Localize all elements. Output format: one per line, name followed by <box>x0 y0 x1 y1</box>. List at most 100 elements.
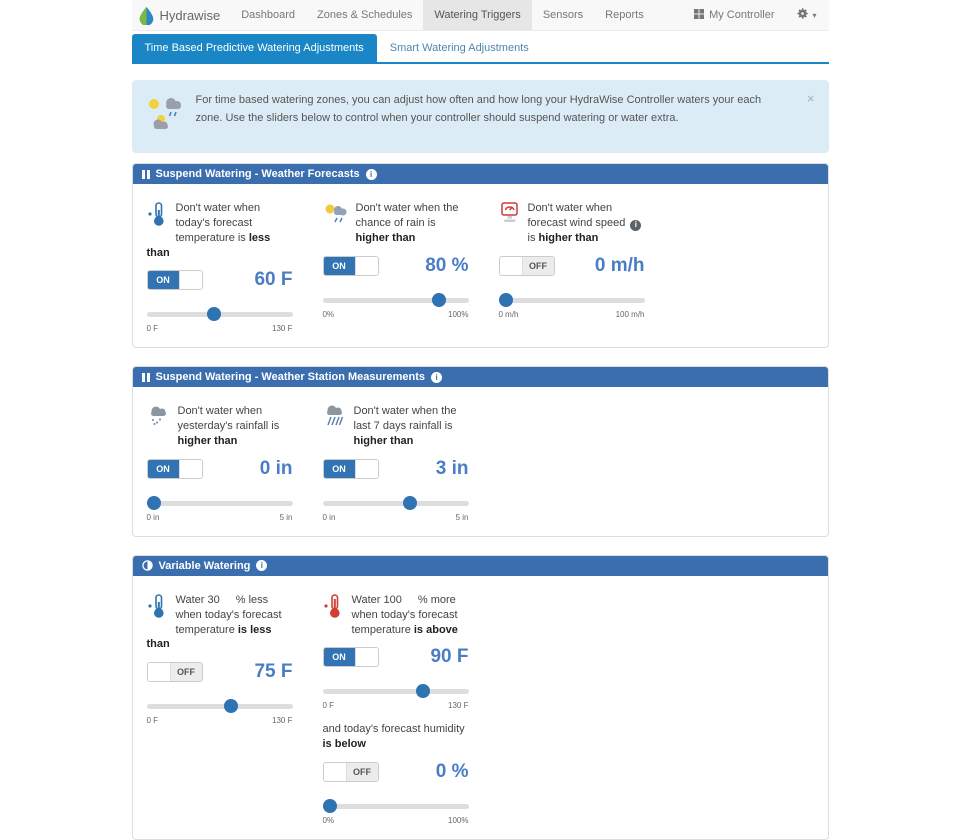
close-icon[interactable]: × <box>806 91 815 106</box>
value-slider[interactable] <box>146 495 293 510</box>
trigger-card: Don't water when today's forecast temper… <box>146 201 293 333</box>
slider-handle[interactable] <box>224 699 239 714</box>
toggle-value-row: ON 80 % <box>322 255 469 277</box>
slider-min-label: 0 F <box>146 324 159 334</box>
slider-max-label: 130 F <box>272 324 293 334</box>
desc-text-bold: less than <box>146 231 271 259</box>
trigger-column: Water 30% less when today's forecast tem… <box>146 593 293 826</box>
tab-smart-watering-adjustments[interactable]: Smart Watering Adjustments <box>389 42 529 54</box>
slider-block: 0 F 130 F <box>146 307 293 333</box>
slider-handle[interactable] <box>498 292 513 307</box>
slider-handle[interactable] <box>206 307 221 322</box>
info-icon[interactable]: i <box>256 560 268 572</box>
info-icon[interactable]: i <box>630 219 642 231</box>
trigger-card: Water 30% less when today's forecast tem… <box>146 593 293 726</box>
half-circle-icon <box>141 560 153 572</box>
slider-min-label: 0 m/h <box>498 309 519 319</box>
value-slider[interactable] <box>146 307 293 322</box>
trigger-value: 90 F <box>430 646 469 668</box>
slider-block: 0 F 130 F <box>146 699 293 726</box>
settings-menu-button[interactable]: ▾ <box>784 7 828 23</box>
slider-block: 0 in 5 in <box>322 495 469 522</box>
slider-min-label: 0% <box>322 816 335 826</box>
value-slider[interactable] <box>146 699 293 714</box>
on-off-toggle[interactable]: ON <box>322 647 379 668</box>
slider-handle[interactable] <box>432 292 447 307</box>
toggle-value-row: ON 0 in <box>146 457 293 480</box>
toggle-value-row: ON 90 F <box>322 646 469 668</box>
slider-block: 0% 100% <box>322 292 469 319</box>
gears-icon <box>796 7 809 23</box>
trigger-description: Water 30% less when today's forecast tem… <box>147 593 293 652</box>
slider-max-label: 130 F <box>272 716 293 726</box>
value-slider[interactable] <box>322 799 469 814</box>
trigger-value: 0 in <box>259 457 293 479</box>
toggle-knob <box>147 663 171 682</box>
on-off-toggle[interactable]: OFF <box>322 762 379 783</box>
nav-item-watering-triggers[interactable]: Watering Triggers <box>423 0 532 30</box>
cloud-rain-icon <box>323 404 347 432</box>
on-off-toggle[interactable]: ON <box>322 458 379 479</box>
on-off-toggle[interactable]: ON <box>146 270 203 291</box>
slider-track[interactable] <box>322 804 469 810</box>
slider-handle[interactable] <box>416 684 431 699</box>
slider-labels: 0 in 5 in <box>323 513 469 522</box>
brand-link[interactable]: Hydrawise <box>132 6 231 25</box>
trigger-value: 3 in <box>435 457 469 479</box>
trigger-value: 75 F <box>254 661 293 683</box>
trigger-description: Don't water when the last 7 days rainfal… <box>323 404 469 449</box>
trigger-card: and today's forecast humidity is below OF… <box>322 722 469 826</box>
trigger-card: Don't water when yesterday's rainfall is… <box>146 404 293 522</box>
on-off-toggle[interactable]: OFF <box>146 662 203 683</box>
nav-item-dashboard[interactable]: Dashboard <box>241 9 296 21</box>
on-off-toggle[interactable]: ON <box>146 458 203 479</box>
nav-item-sensors[interactable]: Sensors <box>542 9 584 21</box>
slider-handle[interactable] <box>146 495 161 510</box>
slider-track[interactable] <box>498 297 645 303</box>
desc-text: Don't water when the chance of rain is <box>355 202 459 229</box>
toggle-knob <box>178 271 202 290</box>
desc-text: Don't water when the last 7 days rainfal… <box>353 405 457 433</box>
toggle-state-label: ON <box>323 256 355 275</box>
desc-inline-value: 100 <box>383 593 402 606</box>
slider-labels: 0 F 130 F <box>147 324 293 333</box>
slider-track[interactable] <box>322 500 469 506</box>
slider-max-label: 130 F <box>448 701 469 711</box>
toggle-value-row: OFF 0 m/h <box>498 255 645 277</box>
value-slider[interactable] <box>322 684 469 699</box>
on-off-toggle[interactable]: ON <box>322 255 379 276</box>
desc-text: Don't water when today's forecast temper… <box>175 202 261 244</box>
panel-header: Variable Watering i <box>132 555 828 576</box>
value-slider[interactable] <box>498 292 645 307</box>
slider-max-label: 5 in <box>455 512 469 522</box>
slider-track[interactable] <box>146 500 293 506</box>
toggle-state-label: ON <box>323 648 355 667</box>
slider-handle[interactable] <box>403 495 418 510</box>
slider-labels: 0 in 5 in <box>147 513 293 522</box>
panel-header: Suspend Watering - Weather Forecasts i <box>132 164 828 184</box>
on-off-toggle[interactable]: OFF <box>498 255 555 276</box>
info-banner: For time based watering zones, you can a… <box>131 80 829 153</box>
desc-inline-value: 30 <box>207 593 220 606</box>
thermometer-cold-icon <box>147 593 169 624</box>
panel-suspend-watering-weather-forecasts: Suspend Watering - Weather Forecasts i Don… <box>131 163 829 349</box>
panel-title: Suspend Watering - Weather Forecasts <box>155 168 360 180</box>
slider-min-label: 0 F <box>146 716 159 726</box>
nav-item-zones-schedules[interactable]: Zones & Schedules <box>317 9 413 21</box>
pause-icon <box>141 169 150 179</box>
trigger-value: 0 % <box>435 761 469 783</box>
my-controller-button[interactable]: My Controller <box>684 8 784 22</box>
info-icon[interactable]: i <box>365 168 377 180</box>
desc-text: Don't water when yesterday's rainfall is <box>177 405 280 433</box>
controller-label: My Controller <box>709 9 775 21</box>
value-slider[interactable] <box>322 292 469 307</box>
slider-handle[interactable] <box>322 799 337 814</box>
slider-track[interactable] <box>322 297 469 303</box>
sun-rain-icon <box>323 201 349 230</box>
tab-time-based-predictive-watering-adjustments[interactable]: Time Based Predictive Watering Adjustmen… <box>131 34 377 62</box>
nav-item-reports[interactable]: Reports <box>605 9 644 21</box>
slider-track[interactable] <box>322 689 469 695</box>
info-icon[interactable]: i <box>431 371 443 383</box>
slider-track[interactable] <box>146 704 293 710</box>
value-slider[interactable] <box>322 495 469 510</box>
